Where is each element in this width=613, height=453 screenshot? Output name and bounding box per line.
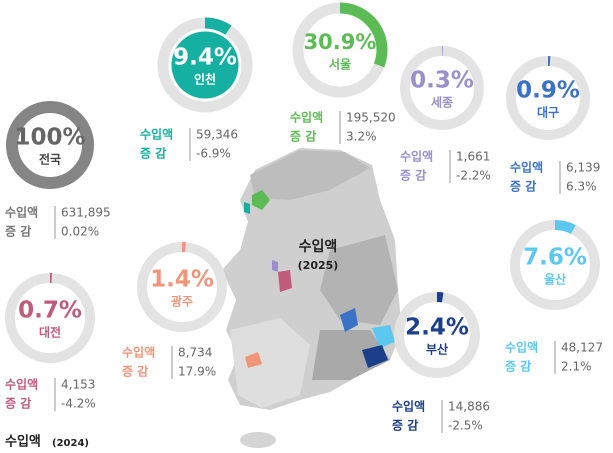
change-label: 증 감 [140, 146, 166, 161]
share-label: 30.9% [304, 30, 377, 54]
amount: 1,661 [456, 150, 490, 164]
seoul-area [252, 190, 270, 210]
ring-arc [510, 220, 600, 310]
share-label: 7.6% [523, 245, 587, 271]
share-label: 1.4% [150, 267, 214, 293]
amount-label: 수입액 [140, 128, 173, 142]
region-name: 부산 [426, 342, 448, 357]
amount-label: 수입액 [122, 346, 155, 360]
change-label: 증 감 [510, 179, 536, 194]
map-title: 수입액 [299, 238, 338, 255]
footer-year: (2024) [52, 438, 89, 449]
change: -2.5% [448, 419, 483, 433]
region-name: 인천 [194, 72, 216, 87]
footer: 수입액 [5, 435, 41, 450]
change-label: 증 감 [400, 168, 426, 183]
ring-arc [6, 101, 94, 189]
daegu-area [340, 308, 358, 332]
amount-label: 수입액 [505, 341, 538, 355]
share-label: 0.9% [516, 78, 580, 104]
change-label: 증 감 [122, 364, 148, 379]
ring-arc [506, 56, 590, 140]
province [312, 330, 390, 380]
ring-arc [394, 292, 480, 378]
region-name: 전국 [39, 152, 61, 167]
change-label: 증 감 [290, 129, 316, 144]
amount: 195,520 [346, 111, 396, 125]
amount-label: 수입액 [400, 150, 433, 164]
ring-arc [400, 46, 484, 130]
ring-arc [157, 17, 253, 113]
amount-label: 수입액 [5, 378, 38, 392]
change-label: 증 감 [392, 418, 418, 433]
region-name: 서울 [329, 57, 351, 72]
change-label: 증 감 [505, 359, 531, 374]
share-label: 100% [14, 125, 85, 151]
amount-label: 수입액 [392, 400, 425, 414]
change: 0.02% [61, 225, 99, 239]
share-label: 0.3% [410, 68, 474, 94]
region-name: 세종 [431, 95, 453, 110]
region-name: 대전 [39, 325, 61, 340]
map-year: (2025) [298, 259, 339, 272]
change: -4.2% [61, 397, 96, 411]
ring-arc [292, 2, 388, 98]
change-label: 증 감 [5, 396, 31, 411]
incheon-area [244, 202, 250, 214]
change: 6.3% [566, 180, 597, 194]
ring-fill [171, 31, 239, 99]
amount: 8,734 [178, 346, 212, 360]
amount-label: 수입액 [510, 161, 543, 175]
amount: 4,153 [61, 378, 95, 392]
ring-arc [5, 273, 95, 363]
amount-label: 수입액 [5, 206, 38, 220]
korea-map [222, 148, 402, 448]
change: -6.9% [196, 147, 231, 161]
region-name: 광주 [171, 294, 193, 309]
ulsan-area [372, 325, 395, 348]
province [230, 318, 310, 408]
gwangju-area [245, 352, 262, 368]
province [320, 235, 398, 325]
jeju [240, 432, 276, 448]
amount-label: 수입액 [290, 111, 323, 125]
amount: 59,346 [196, 128, 238, 142]
change: 17.9% [178, 365, 216, 379]
amount: 48,127 [561, 341, 603, 355]
daejeon-area [278, 270, 292, 292]
share-label: 0.7% [18, 298, 82, 324]
amount: 14,886 [448, 400, 490, 414]
busan-area [362, 345, 388, 368]
ring-arc [137, 242, 227, 332]
amount: 631,895 [61, 206, 111, 220]
region-name: 대구 [537, 106, 559, 120]
change-label: 증 감 [5, 224, 31, 239]
sejong-area [272, 260, 278, 272]
change: 2.1% [561, 360, 592, 374]
province [250, 150, 370, 200]
share-label: 2.4% [405, 315, 469, 341]
change: 3.2% [346, 130, 377, 144]
change: -2.2% [456, 169, 491, 183]
region-name: 울산 [544, 272, 566, 287]
amount: 6,139 [566, 161, 600, 175]
share-label: 9.4% [173, 45, 237, 71]
